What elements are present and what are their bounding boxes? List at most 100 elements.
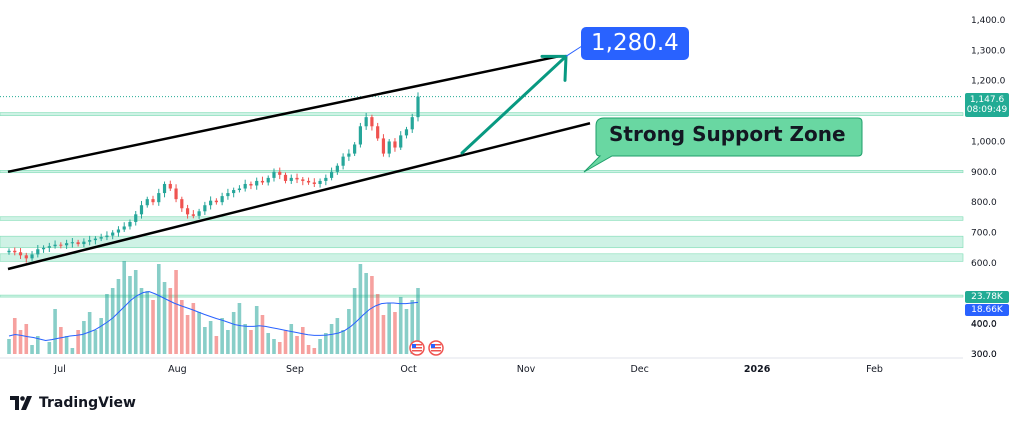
candle	[93, 236, 98, 245]
brand-logo[interactable]: TradingView	[10, 395, 136, 411]
candle-body	[122, 226, 126, 230]
candle	[18, 248, 23, 259]
price-tick-label: 600.0	[971, 259, 997, 269]
volume-bar	[398, 297, 403, 354]
volume-bar	[47, 342, 52, 354]
candle	[353, 142, 357, 157]
time-tick-label: Aug	[168, 364, 187, 375]
candle	[312, 178, 316, 187]
candle	[260, 176, 265, 185]
candle	[416, 92, 420, 122]
candle	[410, 113, 414, 133]
candle	[88, 235, 92, 246]
volume-bar	[243, 324, 247, 354]
volume-bar	[30, 345, 34, 354]
candle	[335, 163, 339, 175]
volume-bar	[203, 327, 207, 354]
time-tick-label: Oct	[400, 364, 417, 375]
candle	[7, 248, 11, 255]
event-flags[interactable]	[409, 340, 444, 356]
volume-bar	[208, 321, 213, 354]
volume-bar	[416, 288, 420, 354]
volume-bar	[312, 348, 317, 354]
candle	[185, 204, 190, 219]
volume-ma-tag[interactable]: 18.66K	[965, 304, 1009, 316]
candle-body	[312, 182, 316, 184]
volume-bar	[266, 333, 271, 354]
candle	[289, 174, 293, 184]
support-zones	[0, 112, 964, 298]
volume-bar	[53, 309, 57, 354]
brand-name: TradingView	[39, 395, 136, 411]
candle-body	[249, 183, 253, 186]
volume-bar	[375, 294, 380, 354]
candle	[404, 126, 409, 139]
volume-bar	[318, 339, 322, 354]
volume-bar	[272, 339, 276, 354]
time-tick-label: Sep	[286, 364, 304, 375]
candle-body	[364, 117, 368, 127]
volume-last-tag[interactable]: 23.78K	[965, 291, 1009, 303]
candle	[128, 219, 132, 230]
candle-body	[53, 244, 57, 247]
candle	[324, 174, 328, 186]
candle-body	[278, 171, 282, 175]
volume-bar	[295, 336, 299, 354]
candle-body	[128, 221, 132, 227]
price-tick-label: 1,400.0	[971, 16, 1006, 26]
volume-bar	[139, 288, 144, 354]
price-tick-label: 800.0	[971, 198, 997, 208]
candle	[70, 238, 74, 248]
candle	[76, 239, 80, 247]
last-price-tag[interactable]: 1,147.6 08:09:49	[965, 93, 1009, 117]
candle-body	[65, 243, 69, 246]
candle-body	[47, 246, 51, 248]
channel-lower-line[interactable]	[7, 122, 591, 271]
candle	[272, 168, 276, 182]
candle-body	[387, 141, 391, 154]
candle-body	[93, 238, 98, 241]
volume-tick-label: 400.0	[971, 320, 997, 330]
candle-body	[232, 190, 236, 194]
candle-body	[151, 199, 155, 203]
support-zone-label[interactable]: Strong Support Zone	[609, 122, 846, 146]
price-tick-label: 300.0	[971, 350, 997, 360]
projection-arrow[interactable]	[460, 45, 583, 155]
candle-body	[76, 242, 80, 245]
price-tick-label: 1,300.0	[971, 46, 1006, 56]
volume-bar	[231, 312, 236, 354]
candle-body	[30, 254, 34, 259]
price-axis[interactable]: 1,400.0 1,300.0 1,200.0 1,000.0 900.0 800.0 70…	[971, 16, 1006, 360]
candle	[180, 196, 184, 212]
candle-body	[197, 211, 201, 216]
volume-axis[interactable]: 300.0 400.0	[971, 320, 997, 360]
candle	[151, 195, 155, 206]
candle-body	[191, 214, 195, 216]
volume-bar	[283, 330, 288, 354]
candle	[203, 201, 207, 215]
candle-body	[145, 199, 149, 206]
volume-bar	[168, 288, 173, 354]
candle-body	[180, 199, 184, 209]
candle-body	[324, 177, 328, 181]
volume-bar	[87, 312, 92, 354]
volume-bar	[174, 270, 178, 354]
candle	[283, 172, 288, 184]
volume-bar	[162, 282, 167, 354]
us-flag-icon[interactable]	[409, 340, 425, 356]
price-tick-label: 1,200.0	[971, 77, 1006, 87]
us-flag-icon[interactable]	[428, 340, 444, 356]
target-price-callout[interactable]: 1,280.4	[581, 27, 689, 60]
candle	[111, 230, 115, 240]
candle-body	[116, 229, 121, 233]
volume-bar	[341, 330, 345, 354]
volume-moving-average-line	[8, 291, 419, 342]
volume-bar	[387, 303, 391, 354]
time-axis[interactable]: Jul Aug Sep Oct Nov Dec 2026 Feb	[53, 364, 883, 375]
support-callout-box[interactable]	[583, 117, 863, 173]
time-tick-label: Dec	[630, 364, 648, 375]
candle-body	[203, 205, 207, 212]
candle	[24, 252, 28, 263]
channel-upper-line[interactable]	[7, 55, 559, 174]
